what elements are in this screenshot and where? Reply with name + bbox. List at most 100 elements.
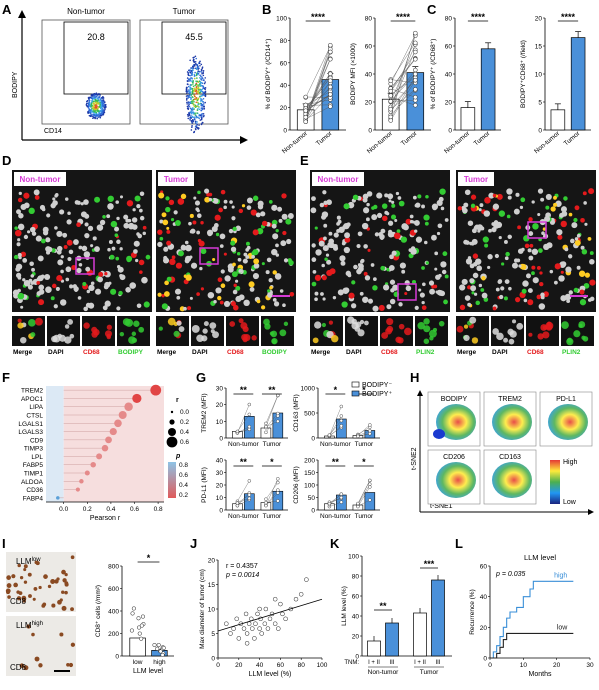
cell bbox=[386, 304, 391, 309]
cell bbox=[214, 223, 219, 228]
x-tick-label: Non-tumor bbox=[228, 441, 260, 448]
cell bbox=[541, 231, 545, 235]
x-axis-label: Months bbox=[529, 671, 552, 678]
cell bbox=[497, 194, 503, 200]
flow-event bbox=[91, 100, 93, 102]
flow-event bbox=[203, 79, 205, 81]
flow-event bbox=[197, 68, 199, 70]
y-tick-label: 0 bbox=[448, 128, 452, 135]
y-tick-label: 20 bbox=[280, 105, 288, 112]
y-tick-label: 80 bbox=[352, 574, 360, 581]
cell bbox=[109, 255, 114, 260]
cell bbox=[483, 236, 489, 242]
cell bbox=[82, 246, 88, 252]
flow-event bbox=[195, 55, 197, 57]
cell bbox=[231, 247, 236, 252]
data-point bbox=[248, 493, 251, 496]
cell bbox=[45, 246, 51, 252]
flow-event bbox=[193, 87, 195, 89]
data-point bbox=[264, 431, 267, 434]
flow-event bbox=[202, 107, 204, 109]
cell bbox=[82, 282, 86, 286]
cell bbox=[157, 293, 161, 297]
data-point bbox=[328, 43, 332, 47]
cell bbox=[139, 270, 143, 274]
cell bbox=[479, 203, 483, 207]
cell bbox=[528, 256, 533, 261]
flow-event bbox=[187, 114, 189, 116]
cell bbox=[505, 252, 509, 256]
f-x-tick-label: 0.4 bbox=[106, 506, 115, 513]
y-tick-label: 0 bbox=[311, 508, 315, 515]
gene-label: APOC1 bbox=[21, 396, 43, 403]
ihc-cell bbox=[59, 632, 63, 636]
cell bbox=[216, 233, 219, 236]
flow-event bbox=[188, 92, 190, 94]
cell bbox=[274, 301, 279, 306]
flow-event bbox=[87, 112, 89, 114]
flow-y-arrowhead bbox=[18, 10, 26, 18]
x-tick-label: Tumor bbox=[355, 513, 374, 520]
flow-event bbox=[190, 89, 192, 91]
cell bbox=[225, 275, 231, 281]
cell bbox=[414, 220, 420, 226]
cell bbox=[371, 214, 377, 220]
cell bbox=[323, 201, 327, 205]
data-point bbox=[413, 31, 417, 35]
tsne-y-arrowhead bbox=[417, 390, 423, 396]
inset-cell bbox=[423, 325, 430, 332]
gene-label: TIMP3 bbox=[24, 446, 44, 453]
cell bbox=[588, 237, 592, 241]
flow-event bbox=[102, 104, 104, 106]
cell bbox=[233, 227, 237, 231]
cell bbox=[434, 252, 438, 256]
f-x-tick-label: 0.2 bbox=[83, 506, 92, 513]
cell bbox=[73, 286, 78, 291]
cell bbox=[166, 230, 170, 234]
f-point-LPL bbox=[96, 453, 102, 459]
cell bbox=[97, 224, 103, 230]
cell bbox=[312, 243, 316, 247]
cell bbox=[41, 239, 46, 244]
cell bbox=[167, 277, 172, 282]
flow-event bbox=[195, 104, 197, 106]
cell bbox=[520, 264, 526, 270]
cell bbox=[44, 274, 50, 280]
cell bbox=[322, 190, 326, 194]
cell bbox=[371, 263, 375, 267]
cell bbox=[365, 275, 370, 280]
inset-cell bbox=[201, 335, 207, 341]
cell bbox=[162, 303, 168, 309]
cell bbox=[326, 254, 329, 257]
flow-event bbox=[197, 108, 199, 110]
inset-cell bbox=[271, 331, 278, 338]
data-point bbox=[368, 479, 371, 482]
cell bbox=[410, 220, 414, 224]
x-tick-label: Tumor bbox=[315, 130, 334, 148]
cell bbox=[363, 244, 368, 249]
cell bbox=[363, 207, 369, 213]
inset-cell bbox=[429, 336, 433, 340]
cell bbox=[569, 290, 573, 294]
data-point bbox=[157, 643, 161, 647]
cell bbox=[321, 264, 325, 268]
flow-event bbox=[89, 108, 91, 110]
cell bbox=[348, 273, 352, 277]
cell bbox=[439, 188, 445, 194]
flow-event bbox=[95, 116, 97, 118]
y-tick-label: 0 bbox=[115, 654, 119, 661]
flow-event bbox=[192, 92, 194, 94]
y-tick-label: 5 bbox=[538, 100, 542, 107]
flow-event bbox=[93, 114, 95, 116]
cell bbox=[115, 200, 119, 204]
cell bbox=[590, 297, 594, 301]
flow-event bbox=[201, 117, 203, 119]
data-point bbox=[304, 115, 308, 119]
data-point bbox=[340, 493, 343, 496]
tsne-cluster bbox=[433, 429, 445, 439]
cell bbox=[531, 266, 535, 270]
y-tick-label: 0 bbox=[219, 436, 223, 443]
data-point bbox=[268, 617, 272, 621]
flow-event bbox=[197, 109, 199, 111]
